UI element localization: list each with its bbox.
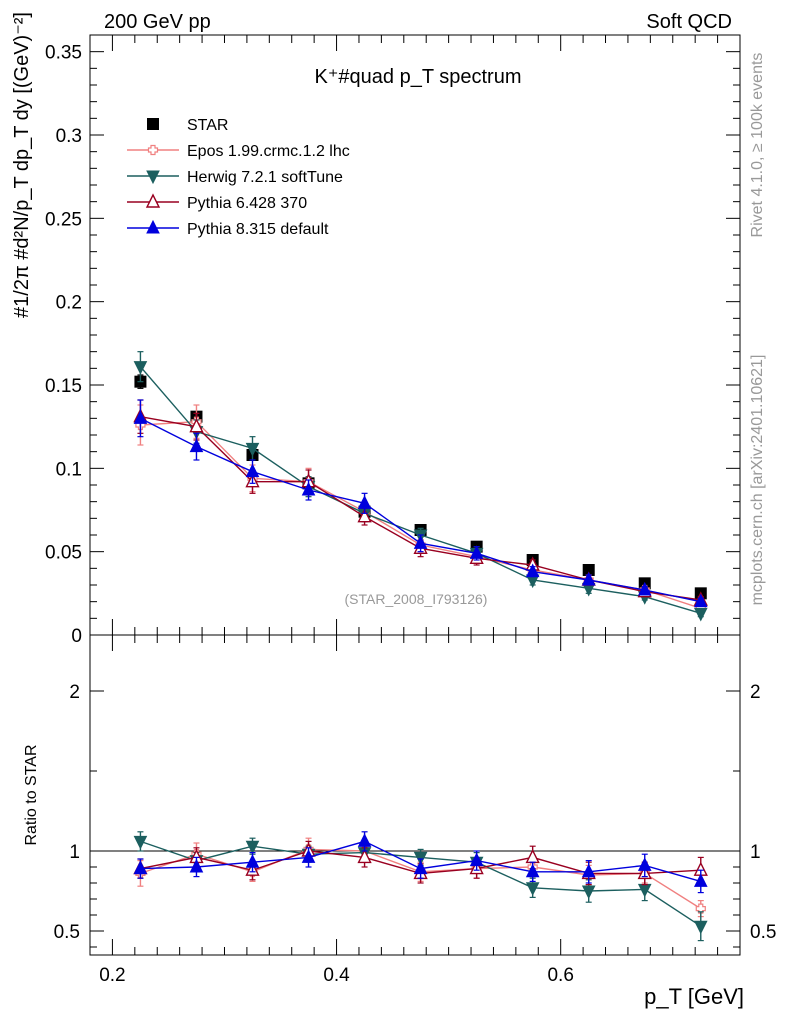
legend-item-pythia-8-315-default: Pythia 8.315 default [127, 219, 329, 238]
ratio-y-axis: 0.5 0.5 1 1 2 2 [54, 682, 776, 948]
data-point [301, 849, 316, 863]
data-point [133, 860, 148, 875]
legend: STAR Epos 1.99.crmc.1.2 lhc Herwig 7.2.1 s… [127, 117, 350, 238]
data-point [189, 418, 204, 433]
data-point [695, 903, 706, 914]
data-point [525, 563, 540, 578]
data-point [357, 495, 372, 509]
series-line [140, 417, 701, 603]
main-y-tick-label: 0.2 [56, 293, 82, 314]
series-star [134, 374, 707, 600]
data-point [525, 848, 540, 864]
rivet-version-label: Rivet 4.1.0, ≥ 100k events [749, 53, 766, 238]
data-point [133, 835, 148, 850]
main-y-tick-label: 0.35 [45, 43, 82, 64]
data-point [413, 535, 428, 549]
main-y-tick-label: 0.25 [45, 209, 82, 230]
data-point [133, 410, 148, 424]
data-point [693, 593, 708, 608]
header-right-label: Soft QCD [646, 11, 732, 33]
series-herwig-7-2-1-softtune [133, 831, 708, 942]
data-point [245, 463, 260, 478]
data-point [637, 857, 652, 871]
main-y-tick-label: 0.1 [56, 459, 82, 480]
data-point [133, 361, 148, 375]
ratio-y-tick-label-right: 1 [750, 842, 761, 863]
data-point [581, 863, 596, 878]
main-data-series [133, 351, 708, 622]
ratio-y-axis-label: Ratio to STAR [23, 744, 40, 845]
ratio-x-axis: 0.2 0.4 0.6 [99, 635, 719, 986]
plot-title: K⁺#quad p_T spectrum [315, 66, 522, 88]
analysis-watermark: (STAR_2008_I793126) [345, 591, 488, 607]
data-point [357, 508, 372, 523]
legend-label: Pythia 8.315 default [187, 221, 329, 238]
data-point [469, 545, 484, 559]
series-line [140, 420, 701, 609]
legend-label: Herwig 7.2.1 softTune [187, 169, 343, 186]
legend-item-star: STAR [147, 117, 228, 134]
series-line [140, 415, 701, 601]
legend-marker [146, 170, 160, 185]
legend-marker [145, 193, 161, 208]
series-herwig-7-2-1-softtune [133, 351, 708, 622]
header-left-label: 200 GeV pp [104, 11, 211, 33]
ratio-y-tick-label: 0.5 [54, 922, 80, 943]
series-pythia-8-315-default [133, 831, 708, 894]
main-y-tick-label: 0.05 [45, 543, 82, 564]
main-y-tick-label: 0.3 [56, 126, 82, 147]
main-y-axis: 0 0.05 0.1 0.15 0.2 0.25 0.3 0.35 [45, 34, 740, 647]
main-y-axis-label: #1/2π #d²N/p_T dp_T dy [(GeV)⁻²] [11, 12, 33, 318]
data-point [637, 581, 652, 596]
legend-label: Pythia 6.428 370 [187, 195, 307, 212]
legend-marker [147, 144, 159, 156]
data-point [245, 854, 260, 868]
data-point [413, 860, 428, 875]
legend-label: STAR [187, 117, 228, 134]
ratio-y-tick-label: 2 [69, 682, 80, 703]
data-point [469, 852, 484, 867]
ratio-y-tick-label-right: 2 [750, 682, 761, 703]
series-line [139, 366, 701, 615]
series-epos-1-99-crmc-1-2-lhc [135, 404, 706, 614]
legend-marker [147, 118, 159, 130]
legend-item-epos-1-99-crmc-1-2-lhc: Epos 1.99.crmc.1.2 lhc [127, 143, 350, 160]
data-point [693, 873, 708, 887]
ratio-x-tick-label: 0.4 [323, 965, 350, 986]
legend-marker [146, 219, 160, 234]
data-point [581, 885, 596, 900]
data-point [582, 564, 595, 576]
data-point [581, 571, 596, 586]
x-axis-label: p_T [GeV] [644, 984, 744, 1009]
mcplots-label: mcplots.cern.ch [arXiv:2401.10621] [749, 355, 766, 606]
ratio-data-series [133, 831, 708, 942]
data-point [189, 858, 204, 873]
data-point [357, 833, 372, 847]
ratio-x-tick-label: 0.6 [547, 965, 573, 986]
ratio-x-tick-label: 0.2 [99, 965, 125, 986]
main-x-ticks [111, 35, 719, 635]
legend-item-pythia-6-428-370: Pythia 6.428 370 [127, 193, 307, 212]
series-pythia-6-428-370 [133, 399, 708, 606]
legend-item-herwig-7-2-1-softtune: Herwig 7.2.1 softTune [127, 169, 343, 186]
data-point [301, 481, 316, 496]
series-pythia-8-315-default [133, 399, 708, 608]
data-point [245, 442, 260, 457]
data-point [357, 848, 372, 864]
ratio-y-tick-label-right: 0.5 [750, 922, 776, 943]
data-point [693, 607, 708, 622]
ratio-y-tick-label: 1 [69, 842, 80, 863]
main-y-tick-label: 0 [71, 626, 82, 647]
main-y-tick-label: 0.15 [45, 376, 82, 397]
data-point [189, 438, 204, 453]
plot-title-text: K⁺#quad p_T spectrum [315, 66, 522, 88]
data-point [245, 840, 260, 855]
data-point [525, 882, 540, 896]
data-point [693, 920, 708, 935]
legend-label: Epos 1.99.crmc.1.2 lhc [187, 143, 350, 160]
ratio-panel-frame [89, 634, 741, 956]
data-point [525, 863, 540, 878]
data-point [637, 883, 652, 898]
